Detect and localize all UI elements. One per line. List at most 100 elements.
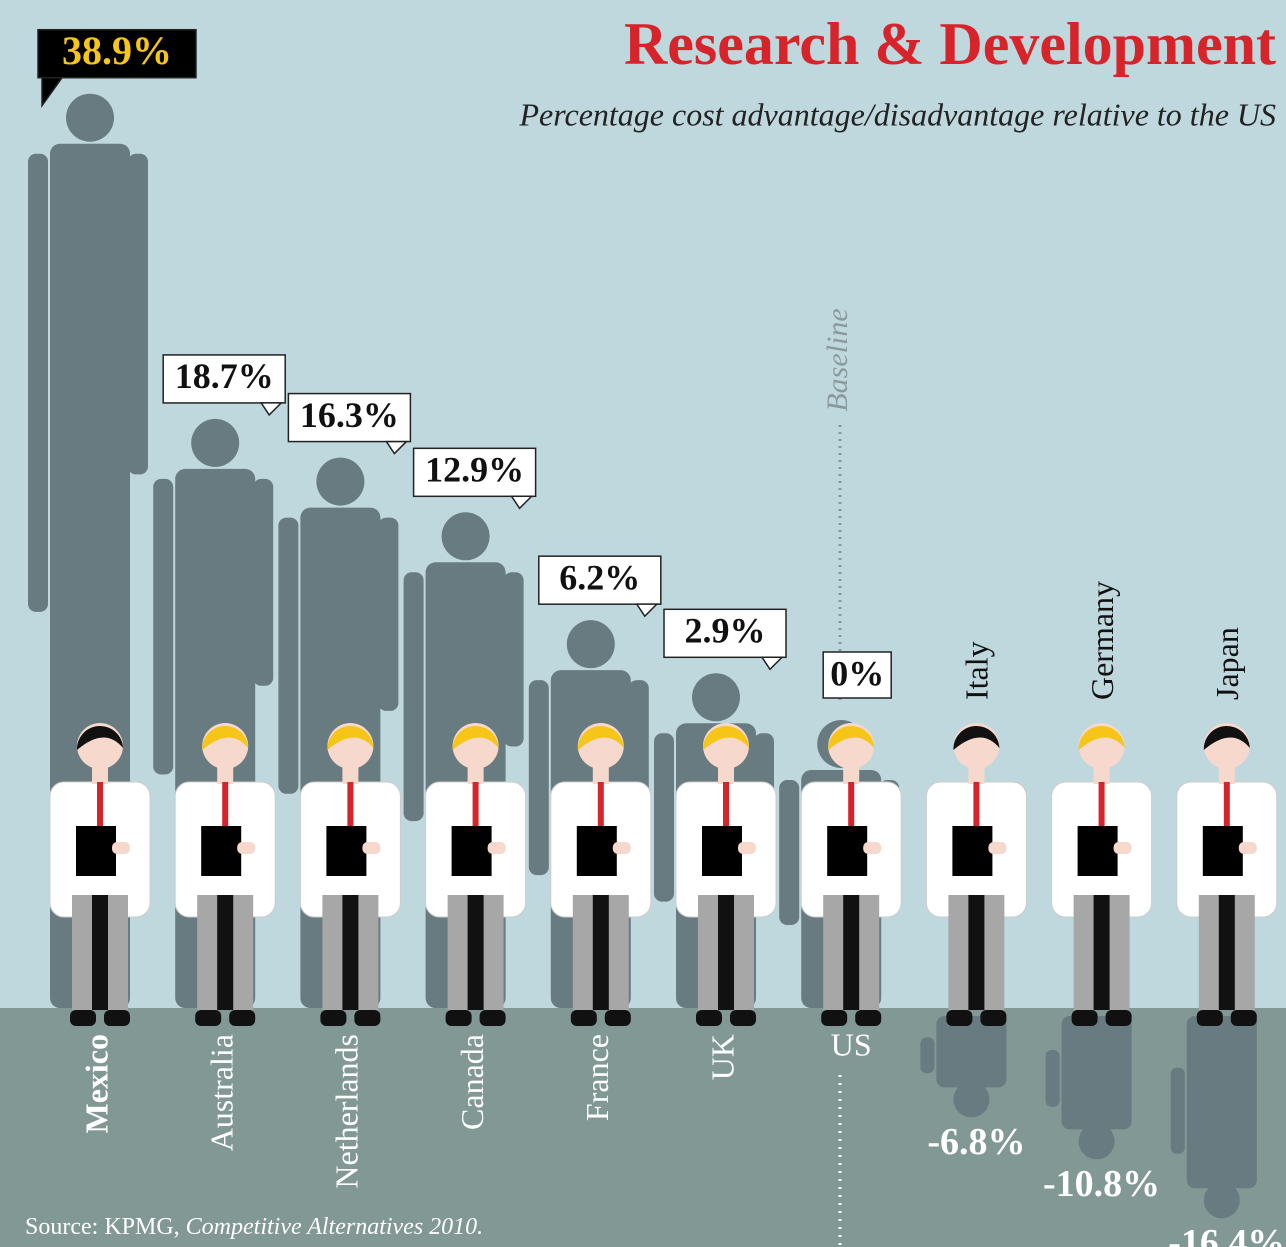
leg-shade: [92, 895, 108, 1010]
clipboard: [201, 826, 242, 876]
leg-shade: [718, 895, 734, 1010]
hair: [953, 725, 1000, 750]
category-label: Italy: [959, 641, 995, 700]
shoe: [1105, 1010, 1132, 1026]
people: [49, 723, 1278, 1026]
value-box: [538, 555, 662, 605]
hand: [863, 842, 882, 854]
value-label: 2.9%: [685, 611, 766, 651]
shadow-head: [316, 457, 365, 506]
shoe: [479, 1010, 506, 1026]
value-label: 0%: [830, 653, 884, 693]
category-label: Canada: [454, 1034, 490, 1130]
tie: [723, 782, 729, 842]
shadow-arm: [920, 1037, 935, 1074]
shoe: [980, 1010, 1007, 1026]
neck: [968, 766, 985, 784]
baseline-label: Baseline: [821, 308, 854, 411]
source: Source: KPMG, Competitive Alternatives 2…: [25, 1214, 483, 1240]
shadow-arm: [153, 478, 174, 775]
value-pointer: [510, 495, 534, 510]
hand: [362, 842, 381, 854]
hand: [988, 842, 1007, 854]
leg-shade: [968, 895, 985, 1010]
shadow-body: [936, 1016, 1007, 1088]
shadow-body: [1186, 1016, 1257, 1189]
shadow-head: [191, 418, 240, 467]
hair: [702, 725, 749, 750]
shadow-head: [1203, 1182, 1240, 1219]
shadow-arm: [528, 680, 549, 876]
hand: [738, 842, 756, 854]
shoe: [229, 1010, 256, 1026]
value-label: 16.3%: [300, 395, 399, 435]
shadow-head: [692, 673, 740, 722]
clipboard: [1202, 826, 1243, 876]
shadow-arm: [253, 478, 274, 686]
shadow-head: [566, 620, 615, 669]
source-title: Competitive Alternatives 2010.: [186, 1214, 484, 1240]
shadow-arm: [128, 153, 148, 475]
hand: [612, 842, 631, 854]
tie: [973, 782, 980, 842]
tie: [472, 782, 479, 842]
chart-title: Research & Development: [624, 11, 1276, 77]
shoe: [445, 1010, 472, 1026]
value-pointer: [384, 440, 409, 455]
shadow-arm: [1045, 1050, 1060, 1107]
hair: [202, 725, 249, 750]
clipboard: [326, 826, 367, 876]
clipboard: [1077, 826, 1118, 876]
hair: [577, 725, 624, 750]
value-label: 6.2%: [559, 557, 640, 597]
shoe: [604, 1010, 631, 1026]
leg-shade: [467, 895, 484, 1010]
tie: [222, 782, 229, 842]
shadow-arm: [654, 733, 674, 902]
hand: [237, 842, 256, 854]
hand: [1238, 842, 1257, 854]
chart-subtitle: Percentage cost advantage/disadvantage r…: [518, 96, 1276, 132]
hair: [76, 725, 123, 750]
shadow-head: [66, 93, 114, 142]
shoe: [70, 1010, 96, 1026]
shoe: [946, 1010, 973, 1026]
shadow-body: [1061, 1016, 1132, 1130]
shoe: [195, 1010, 222, 1026]
leg-shade: [342, 895, 359, 1010]
value-pointer: [760, 656, 784, 671]
neck: [592, 766, 609, 784]
leg-shade: [1218, 895, 1235, 1010]
hand: [487, 842, 506, 854]
shadow-head: [953, 1081, 990, 1118]
tie: [347, 782, 354, 842]
neck: [1218, 766, 1235, 784]
value-box: [822, 651, 892, 699]
hand: [112, 842, 130, 854]
leg-shade: [217, 895, 234, 1010]
category-label: Australia: [204, 1034, 240, 1151]
value-label: -16.4%: [1168, 1222, 1285, 1247]
leg-shade: [1093, 895, 1110, 1010]
hair: [1078, 725, 1125, 750]
value-box: [287, 392, 412, 443]
shoe: [570, 1010, 597, 1026]
neck: [467, 766, 484, 784]
shoe: [320, 1010, 347, 1026]
hair: [452, 725, 499, 750]
shoe: [1196, 1010, 1223, 1026]
shadow-head: [1078, 1123, 1115, 1160]
tie: [1098, 782, 1105, 842]
shoe: [104, 1010, 130, 1026]
value-pointer: [41, 76, 64, 109]
value-label: 38.9%: [62, 28, 172, 73]
labels: 38.9% Mexico 18.7% Australia 16.3% Netherland…: [37, 28, 1285, 1247]
clipboard: [76, 826, 116, 876]
shoe: [855, 1010, 882, 1026]
neck: [718, 766, 734, 784]
value-label: -6.8%: [927, 1121, 1025, 1163]
category-label: Germany: [1084, 581, 1120, 700]
leg-shade: [843, 895, 860, 1010]
neck: [843, 766, 860, 784]
category-label: UK: [704, 1034, 740, 1080]
